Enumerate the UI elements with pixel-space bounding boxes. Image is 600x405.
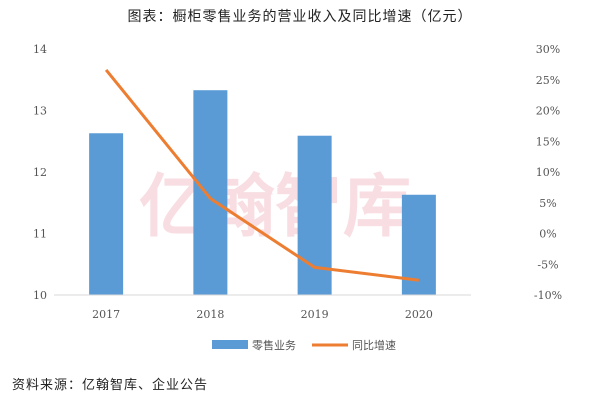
x-axis-tick: 2019	[301, 308, 329, 321]
x-axis-tick: 2020	[405, 308, 433, 321]
right-axis-tick: 15%	[536, 135, 560, 148]
right-axis-tick: -5%	[537, 258, 558, 271]
legend: 零售业务 同比增速	[212, 338, 396, 352]
left-axis-tick: 14	[33, 43, 47, 56]
right-axis-tick: 25%	[536, 74, 560, 87]
x-axis-tick: 2018	[196, 308, 224, 321]
bar-2017	[89, 133, 124, 295]
left-axis-tick: 12	[33, 166, 47, 179]
right-axis-tick: 20%	[536, 105, 560, 118]
legend-swatch-bar	[212, 340, 248, 349]
right-axis-tick: 10%	[536, 166, 560, 179]
x-axis-tick: 2017	[92, 308, 120, 321]
left-axis-tick: 10	[33, 289, 47, 302]
watermark: 亿翰智库	[139, 168, 411, 247]
right-axis-tick: -10%	[534, 289, 562, 302]
left-axis-tick: 11	[33, 228, 47, 241]
legend-label-line: 同比增速	[352, 338, 396, 352]
source-note: 资料来源：亿翰智库、企业公告	[12, 378, 209, 393]
growth-line	[104, 68, 420, 282]
chart-title: 图表：橱柜零售业务的营业收入及同比增速（亿元）	[127, 9, 473, 25]
right-axis-tick: 5%	[539, 197, 556, 210]
right-axis-tick: 0%	[539, 228, 556, 241]
bar-2018	[193, 90, 228, 295]
legend-label-bar: 零售业务	[252, 338, 296, 352]
right-axis-tick: 30%	[536, 43, 560, 56]
bar-2019	[297, 135, 332, 295]
left-axis-tick: 13	[33, 105, 47, 118]
